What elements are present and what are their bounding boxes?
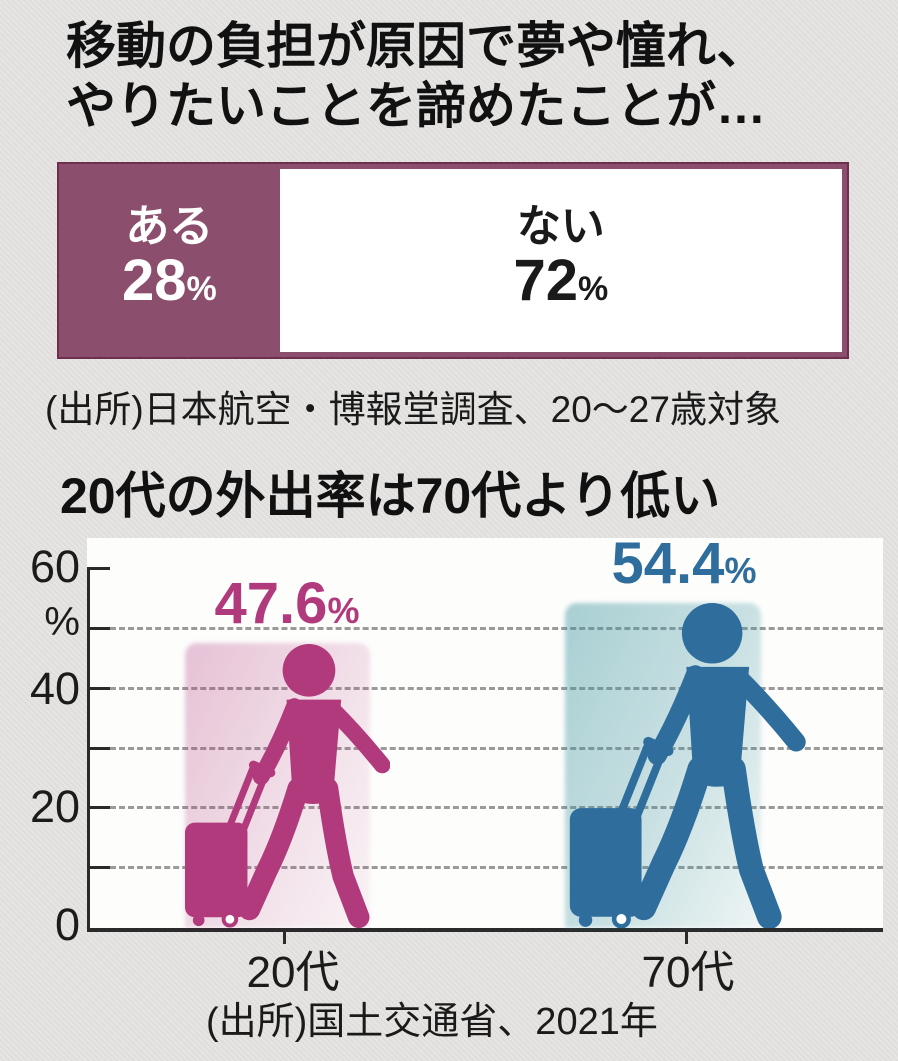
outing-plot-area: 47.6% 54.4% [87,533,883,944]
y-tick-50 [87,627,110,630]
survey-title: 移動の負担が原因で夢や憧れ、 やりたいことを諦めたことが… [66,16,878,136]
x-tick-70s [685,932,688,944]
value-label-70s: 54.4% [611,531,757,596]
y-tick-20 [87,806,110,809]
percent-sign: % [724,550,757,591]
y-label-40: 40 [29,663,80,714]
y-tick-10 [87,866,110,869]
traveler-icon [565,603,810,928]
gridline-10 [110,866,883,869]
y-tick-40 [87,687,110,690]
gridline-30 [110,747,883,750]
y-label-unit: % [44,600,80,644]
percent-sign: % [327,590,360,631]
value-label-20s: 47.6% [214,571,360,636]
x-label-70s: 70代 [641,948,735,997]
gridline-20 [110,806,883,809]
survey-segment-aru-value: 28% [121,247,217,313]
survey-segment-nai-label: ない [516,201,605,251]
pictogram-group-20s [185,643,390,928]
gridline-50 [110,627,883,630]
y-axis-line [87,567,90,928]
survey-segment-aru: ある 28% [59,164,280,357]
percent-sign: % [186,269,217,308]
outing-source: (出所)国土交通省、2021年 [206,1001,658,1043]
pictogram-group-70s [565,603,810,928]
survey-stacked-bar: ある 28% ない 72% [57,162,849,359]
survey-segment-nai: ない 72% [279,169,842,352]
percent-sign: % [577,269,609,308]
outing-title: 20代の外出率は70代より低い [60,468,721,524]
survey-segment-aru-label: ある [125,201,214,251]
survey-segment-nai-value: 72% [513,247,609,313]
survey-title-line1: 移動の負担が原因で夢や憧れ、 [66,18,767,74]
x-label-20s: 20代 [246,948,340,997]
y-tick-60 [87,567,110,570]
survey-source: (出所)日本航空・博報堂調査、20〜27歳対象 [45,389,781,430]
gridline-40 [110,687,883,690]
x-tick-20s [283,932,286,944]
y-label-0: 0 [54,899,80,950]
traveler-icon [185,643,390,928]
y-tick-30 [87,747,110,750]
y-label-60: 60 [29,541,80,592]
y-label-20: 20 [29,781,80,832]
survey-title-line2: やりたいことを諦めたことが… [66,78,766,134]
